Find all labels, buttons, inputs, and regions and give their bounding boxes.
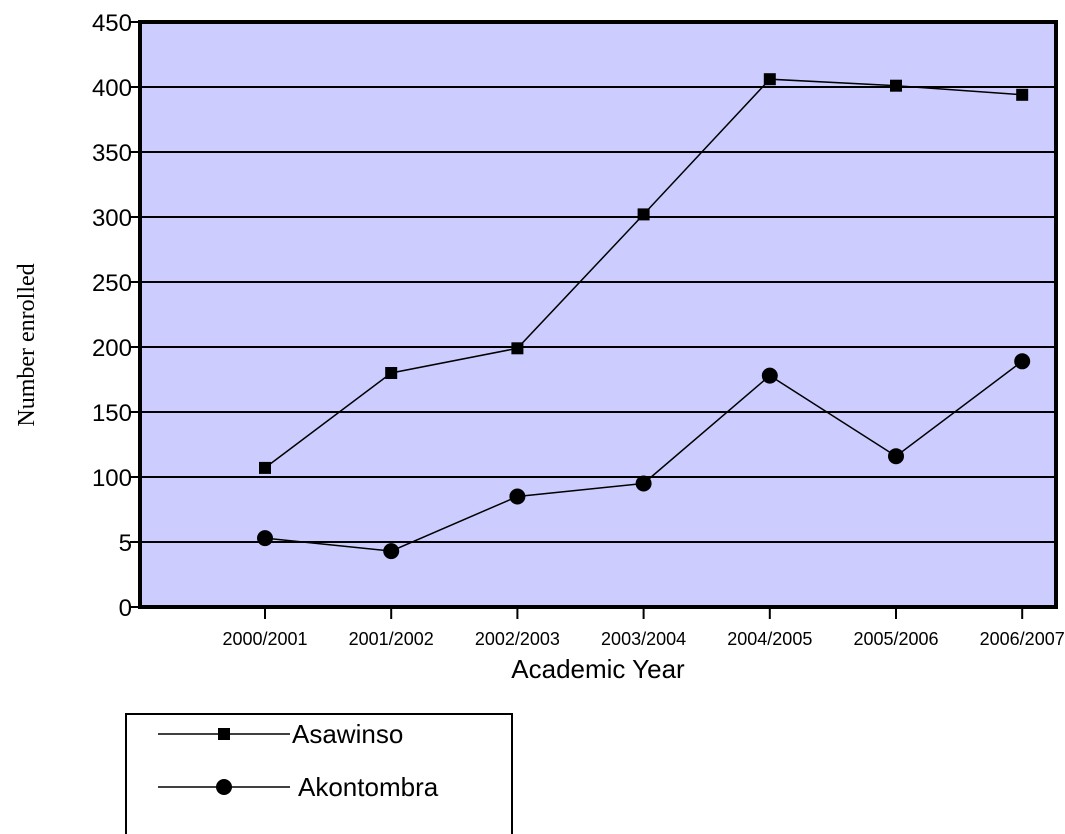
y-axis-label: Number enrolled — [14, 263, 40, 426]
x-tick-label: 2002/2003 — [475, 629, 560, 649]
x-tick-label: 2004/2005 — [727, 629, 812, 649]
data-point — [635, 475, 652, 492]
y-tick-label: 100 — [92, 465, 132, 492]
y-tick-label: 5 — [119, 530, 132, 557]
data-point — [1014, 353, 1031, 370]
y-tick-label: 450 — [92, 10, 132, 37]
y-tick-label: 400 — [92, 75, 132, 102]
x-axis-label: Academic Year — [511, 654, 685, 684]
legend-label: Akontombra — [298, 772, 439, 802]
data-point — [383, 543, 400, 560]
series-1 — [257, 353, 1031, 560]
data-point — [761, 367, 778, 384]
y-tick-label: 300 — [92, 205, 132, 232]
series-lines — [257, 73, 1031, 560]
data-point — [257, 530, 273, 547]
plot-background — [140, 22, 1056, 607]
data-point — [511, 342, 524, 355]
plot-frame — [138, 20, 1058, 609]
x-tick-label: 2000/2001 — [222, 629, 307, 649]
data-point — [259, 461, 271, 474]
gridlines — [140, 86, 1056, 543]
legend-marker — [216, 779, 232, 795]
legend-label: Asawinso — [292, 719, 403, 749]
y-tick-label: 200 — [92, 335, 132, 362]
data-point — [763, 73, 776, 86]
series-0 — [259, 73, 1029, 474]
legend-marker — [218, 728, 230, 740]
legend: Asawinso Akontombra — [125, 713, 513, 834]
data-point — [888, 448, 904, 465]
y-axis-ticks: 0 5 100 150 200 250 300 350 400 450 — [92, 10, 140, 622]
y-tick-label: 0 — [119, 595, 132, 622]
data-point — [637, 208, 650, 221]
x-tick-label: 2006/2007 — [980, 629, 1065, 649]
data-point — [385, 367, 398, 379]
x-tick-label: 2005/2006 — [853, 629, 938, 649]
data-point — [509, 488, 526, 505]
x-tick-label: 2003/2004 — [601, 629, 686, 649]
data-point — [1016, 88, 1029, 101]
y-tick-label: 150 — [92, 400, 132, 427]
x-tick-label: 2001/2002 — [349, 629, 434, 649]
y-tick-label: 350 — [92, 140, 132, 167]
x-axis-ticks: 2000/2001 2001/2002 2002/2003 2003/2004 2004… — [222, 607, 1065, 649]
data-point — [890, 79, 902, 92]
y-tick-label: 250 — [92, 270, 132, 297]
